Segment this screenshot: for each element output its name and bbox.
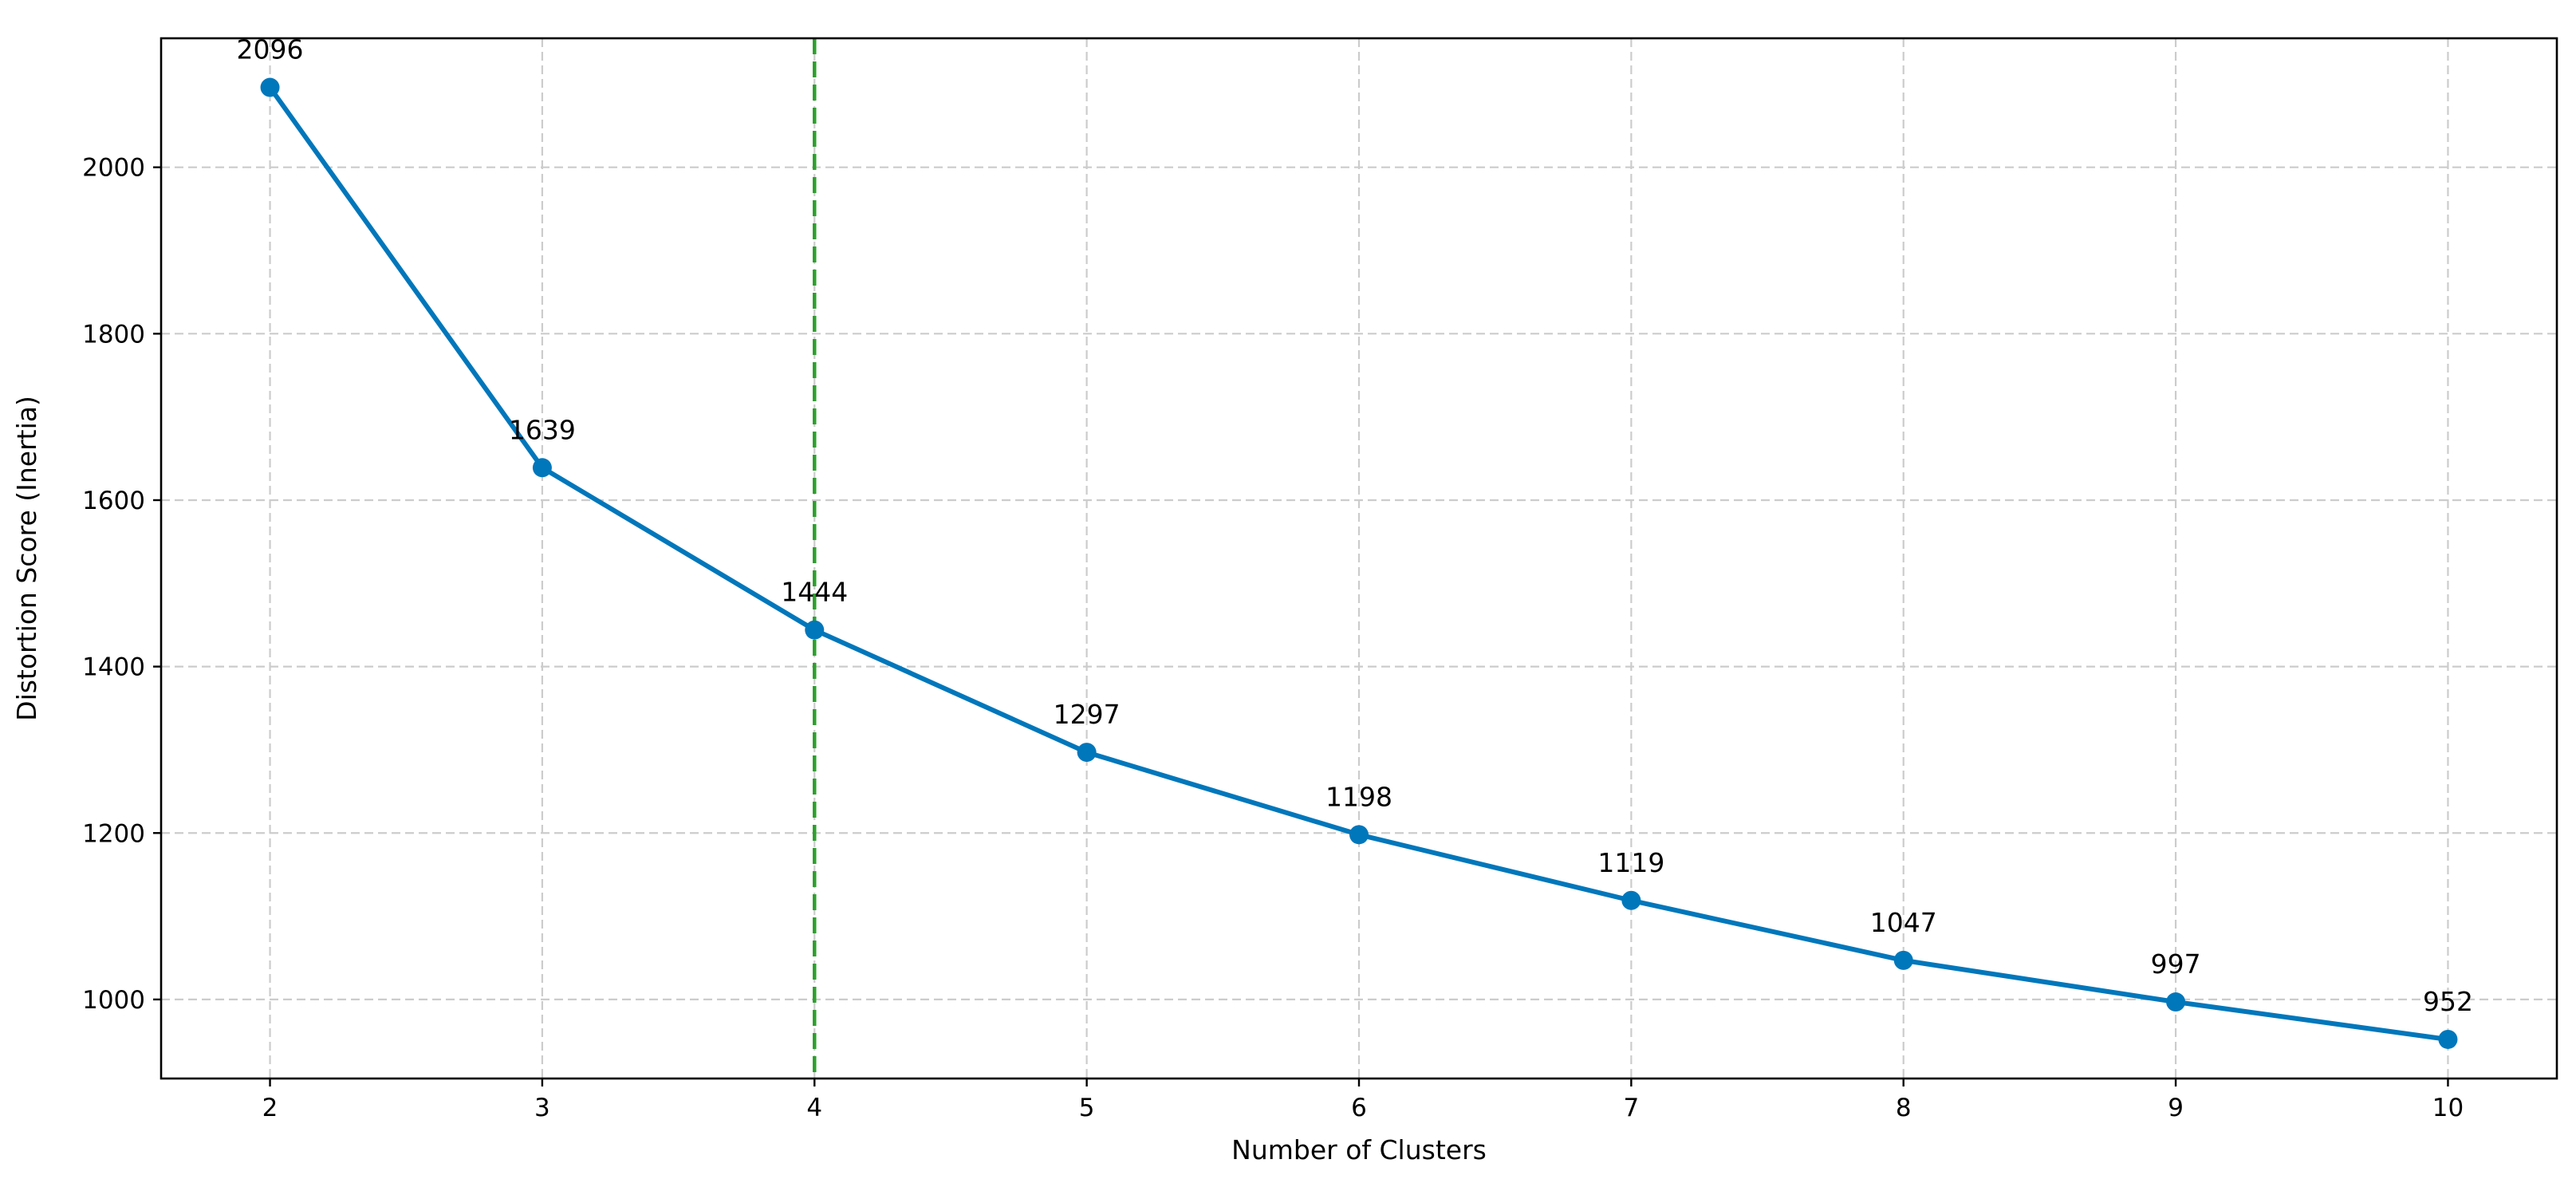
data-label: 1198 bbox=[1325, 781, 1392, 812]
data-point bbox=[2166, 992, 2186, 1012]
data-label: 1119 bbox=[1597, 847, 1664, 878]
axes-layer: 2 3 4 5 6 7 8 9 10 1000 1200 1400 1600 1800 2000 Number… bbox=[11, 37, 2558, 1165]
x-tick-label: 5 bbox=[1079, 1094, 1095, 1122]
y-tick-label: 2000 bbox=[82, 154, 145, 183]
data-point bbox=[1621, 890, 1641, 910]
y-tick-label: 1000 bbox=[82, 986, 145, 1015]
x-tick-label: 8 bbox=[1896, 1094, 1912, 1122]
x-tick-label: 10 bbox=[2432, 1094, 2464, 1122]
x-axis-label: Number of Clusters bbox=[1231, 1134, 1487, 1165]
data-point bbox=[1893, 950, 1913, 970]
y-tick-label: 1400 bbox=[82, 653, 145, 682]
data-label: 1297 bbox=[1054, 699, 1121, 730]
y-axis-label: Distortion Score (Inertia) bbox=[11, 396, 42, 721]
x-tick-label: 7 bbox=[1623, 1094, 1639, 1122]
y-tick-label: 1600 bbox=[82, 487, 145, 515]
data-label: 1047 bbox=[1870, 907, 1937, 938]
data-label: 1444 bbox=[781, 577, 848, 608]
data-label: 997 bbox=[2151, 948, 2201, 980]
series-layer bbox=[260, 77, 2458, 1049]
data-point bbox=[2438, 1029, 2458, 1049]
x-tick-label: 9 bbox=[2168, 1094, 2184, 1122]
data-point bbox=[260, 77, 280, 97]
x-tick-label: 3 bbox=[534, 1094, 550, 1122]
y-tick-label: 1200 bbox=[82, 819, 145, 848]
x-tick-label: 4 bbox=[806, 1094, 822, 1122]
data-point bbox=[1349, 825, 1369, 845]
x-tick-label: 2 bbox=[262, 1094, 278, 1122]
data-label: 1639 bbox=[509, 414, 576, 445]
data-point bbox=[1077, 743, 1097, 763]
y-tick-label: 1800 bbox=[82, 320, 145, 349]
data-point bbox=[805, 620, 825, 640]
data-labels-layer: 2096 1639 1444 1297 1198 1119 1047 997 952 bbox=[237, 34, 2473, 1017]
data-label: 952 bbox=[2423, 986, 2473, 1017]
x-tick-label: 6 bbox=[1351, 1094, 1367, 1122]
data-label: 2096 bbox=[237, 34, 304, 65]
data-point bbox=[532, 458, 552, 478]
